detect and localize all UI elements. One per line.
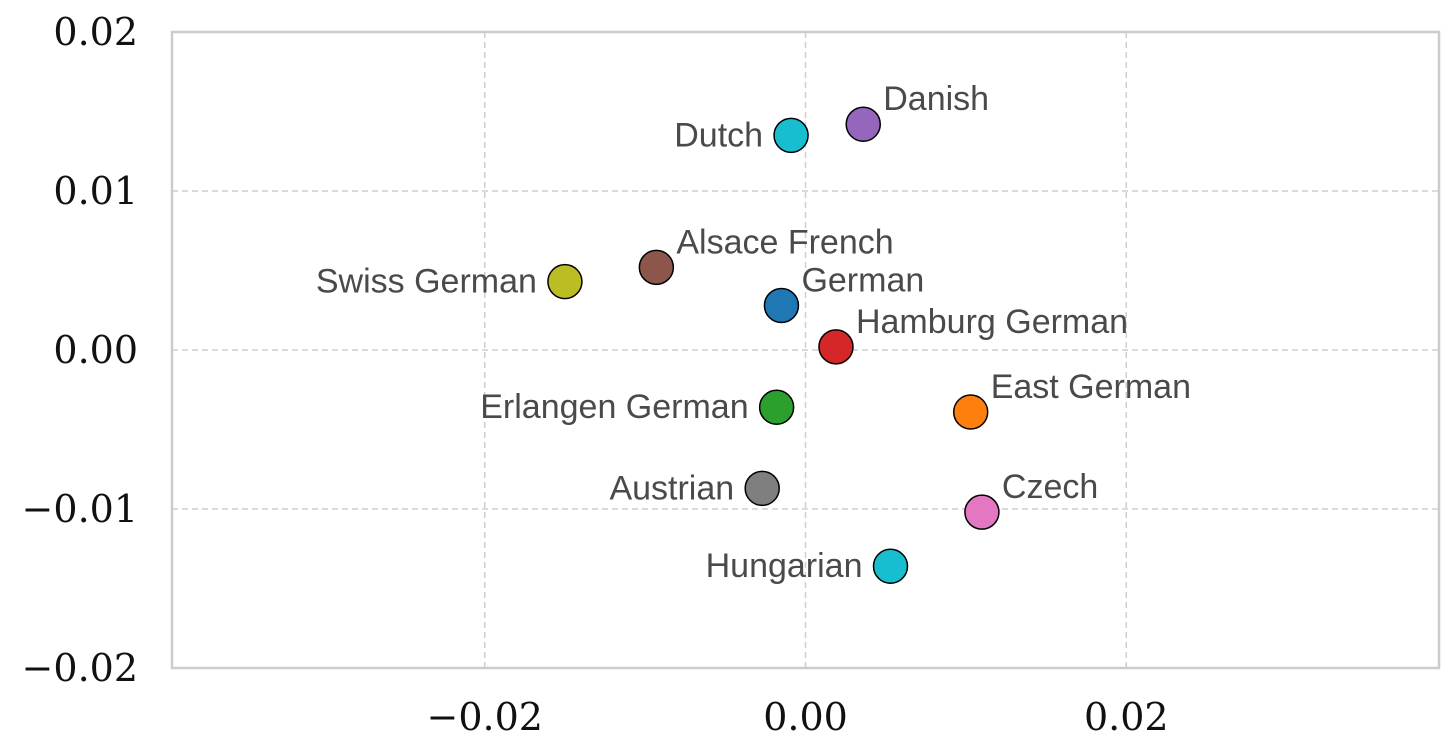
y-tick-label: 0.00 [53, 328, 138, 372]
y-tick-label: 0.02 [53, 10, 138, 54]
point-label: Danish [883, 80, 989, 118]
tick-labels: −0.02 0.00 0.02 0.02 0.01 0.00 −0.01 −0.02 [22, 10, 1169, 739]
data-points [547, 106, 1000, 584]
data-point [845, 106, 881, 142]
point-label: Swiss German [316, 263, 537, 301]
x-tick-label: 0.02 [1084, 695, 1169, 739]
point-label: East German [991, 368, 1191, 406]
point-label: Hungarian [706, 547, 863, 585]
point-label: Dutch [674, 116, 763, 154]
point-labels: Danish Dutch Alsace French Swiss German Germ… [316, 80, 1191, 585]
point-label: German [801, 261, 924, 299]
data-point [763, 287, 800, 324]
y-tick-label: 0.01 [53, 169, 138, 213]
data-point [744, 470, 780, 507]
x-tick-label: −0.02 [427, 695, 543, 739]
data-point [964, 494, 1000, 530]
point-label: Erlangen German [480, 388, 748, 426]
x-tick-label: 0.00 [763, 695, 848, 739]
point-label: Hamburg German [856, 303, 1128, 341]
data-point [547, 263, 583, 300]
data-point [758, 389, 795, 425]
data-point [773, 117, 809, 154]
data-point [952, 394, 989, 430]
data-point [872, 548, 909, 584]
point-label: Austrian [609, 469, 734, 507]
data-point [638, 249, 675, 286]
point-label: Alsace French [676, 223, 893, 261]
data-point [818, 329, 854, 365]
point-label: Czech [1002, 468, 1098, 506]
y-tick-label: −0.01 [22, 487, 138, 531]
plot-frame [170, 30, 1441, 670]
y-tick-label: −0.02 [22, 646, 138, 690]
